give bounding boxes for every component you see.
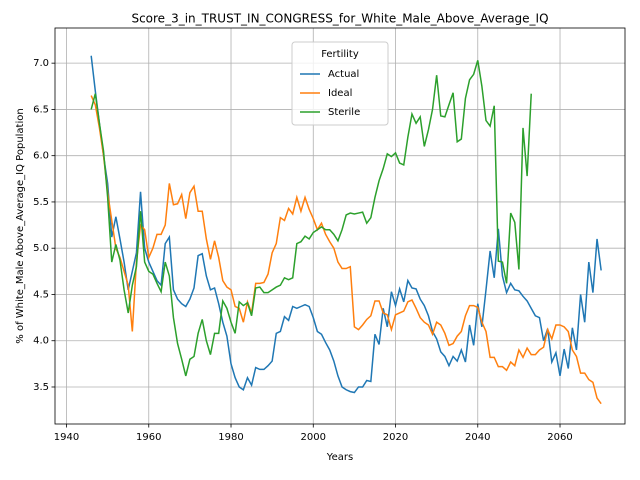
x-tick-label: 1940 [54,432,79,443]
x-tick-label: 2020 [383,432,408,443]
data-line [90,95,602,405]
y-tick-label: 6.0 [33,151,49,162]
legend-label: Sterile [328,107,360,118]
x-tick-label: 2040 [465,432,490,443]
y-tick-label: 3.5 [33,382,49,393]
y-tick-label: 5.0 [33,243,49,254]
legend-title: Fertility [321,49,359,60]
plot-frame [54,27,626,425]
legend: Fertility Actual Ideal Sterile [291,41,389,126]
x-tick-label: 2060 [547,432,572,443]
chart-title: Score_3_in_TRUST_IN_CONGRESS_for_White_M… [131,12,548,26]
legend-label: Ideal [328,88,352,99]
y-tick-label: 6.5 [33,104,49,115]
y-tick-label: 5.5 [33,197,49,208]
x-axis-label: Years [326,452,353,463]
y-tick-label: 4.5 [33,289,49,300]
y-tick-label: 4.0 [33,336,49,347]
y-tick-label: 7.0 [33,58,49,69]
data-line [90,60,532,377]
x-tick-label: 2000 [301,432,326,443]
legend-box [291,41,389,126]
y-axis-label: % of White_Male Above_Average_IQ Populat… [15,108,26,343]
legend-label: Actual [328,69,359,80]
x-tick-label: 1960 [136,432,161,443]
plot-lines [90,55,602,405]
data-line [90,55,602,394]
x-tick-label: 1980 [218,432,243,443]
